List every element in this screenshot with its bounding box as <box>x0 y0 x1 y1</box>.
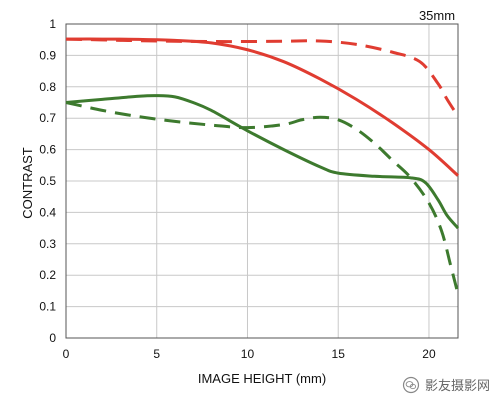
series-line-2 <box>65 37 460 118</box>
x-tick-label: 5 <box>153 347 160 361</box>
x-tick-label: 10 <box>241 347 255 361</box>
x-tick-labels: 0 5 10 15 20 <box>63 347 436 361</box>
wechat-icon <box>402 376 420 393</box>
y-tick-labels: 0 0.1 0.2 0.3 0.4 0.5 0.6 0.7 0.8 0.9 1 <box>39 17 56 345</box>
y-tick-label: 0.1 <box>39 300 56 314</box>
watermark: 影友摄影网 <box>402 375 490 394</box>
y-axis-label: CONTRAST <box>20 147 35 219</box>
y-tick-label: 0.8 <box>39 80 56 94</box>
x-tick-label: 15 <box>332 347 346 361</box>
x-axis-label: IMAGE HEIGHT (mm) <box>198 371 326 386</box>
y-tick-label: 0.2 <box>39 268 56 282</box>
x-tick-label: 20 <box>422 347 436 361</box>
y-tick-label: 0.5 <box>39 174 56 188</box>
y-tick-label: 0.3 <box>39 237 56 251</box>
series-lines <box>65 37 460 295</box>
y-tick-label: 1 <box>49 17 56 31</box>
y-tick-label: 0.7 <box>39 111 56 125</box>
plot-border <box>65 23 459 339</box>
y-tick-label: 0.6 <box>39 143 56 157</box>
watermark-text: 影友摄影网 <box>424 378 490 393</box>
grid-lines <box>66 24 458 338</box>
series-line-3 <box>65 94 460 230</box>
plot-frame <box>65 23 459 339</box>
focal-length-annotation: 35mm <box>419 8 455 23</box>
series-line-4 <box>65 101 460 295</box>
y-tick-label: 0.9 <box>39 48 56 62</box>
y-tick-label: 0.4 <box>39 205 56 219</box>
x-tick-label: 0 <box>63 347 70 361</box>
y-tick-label: 0 <box>49 331 56 345</box>
series-line-1 <box>65 37 460 177</box>
